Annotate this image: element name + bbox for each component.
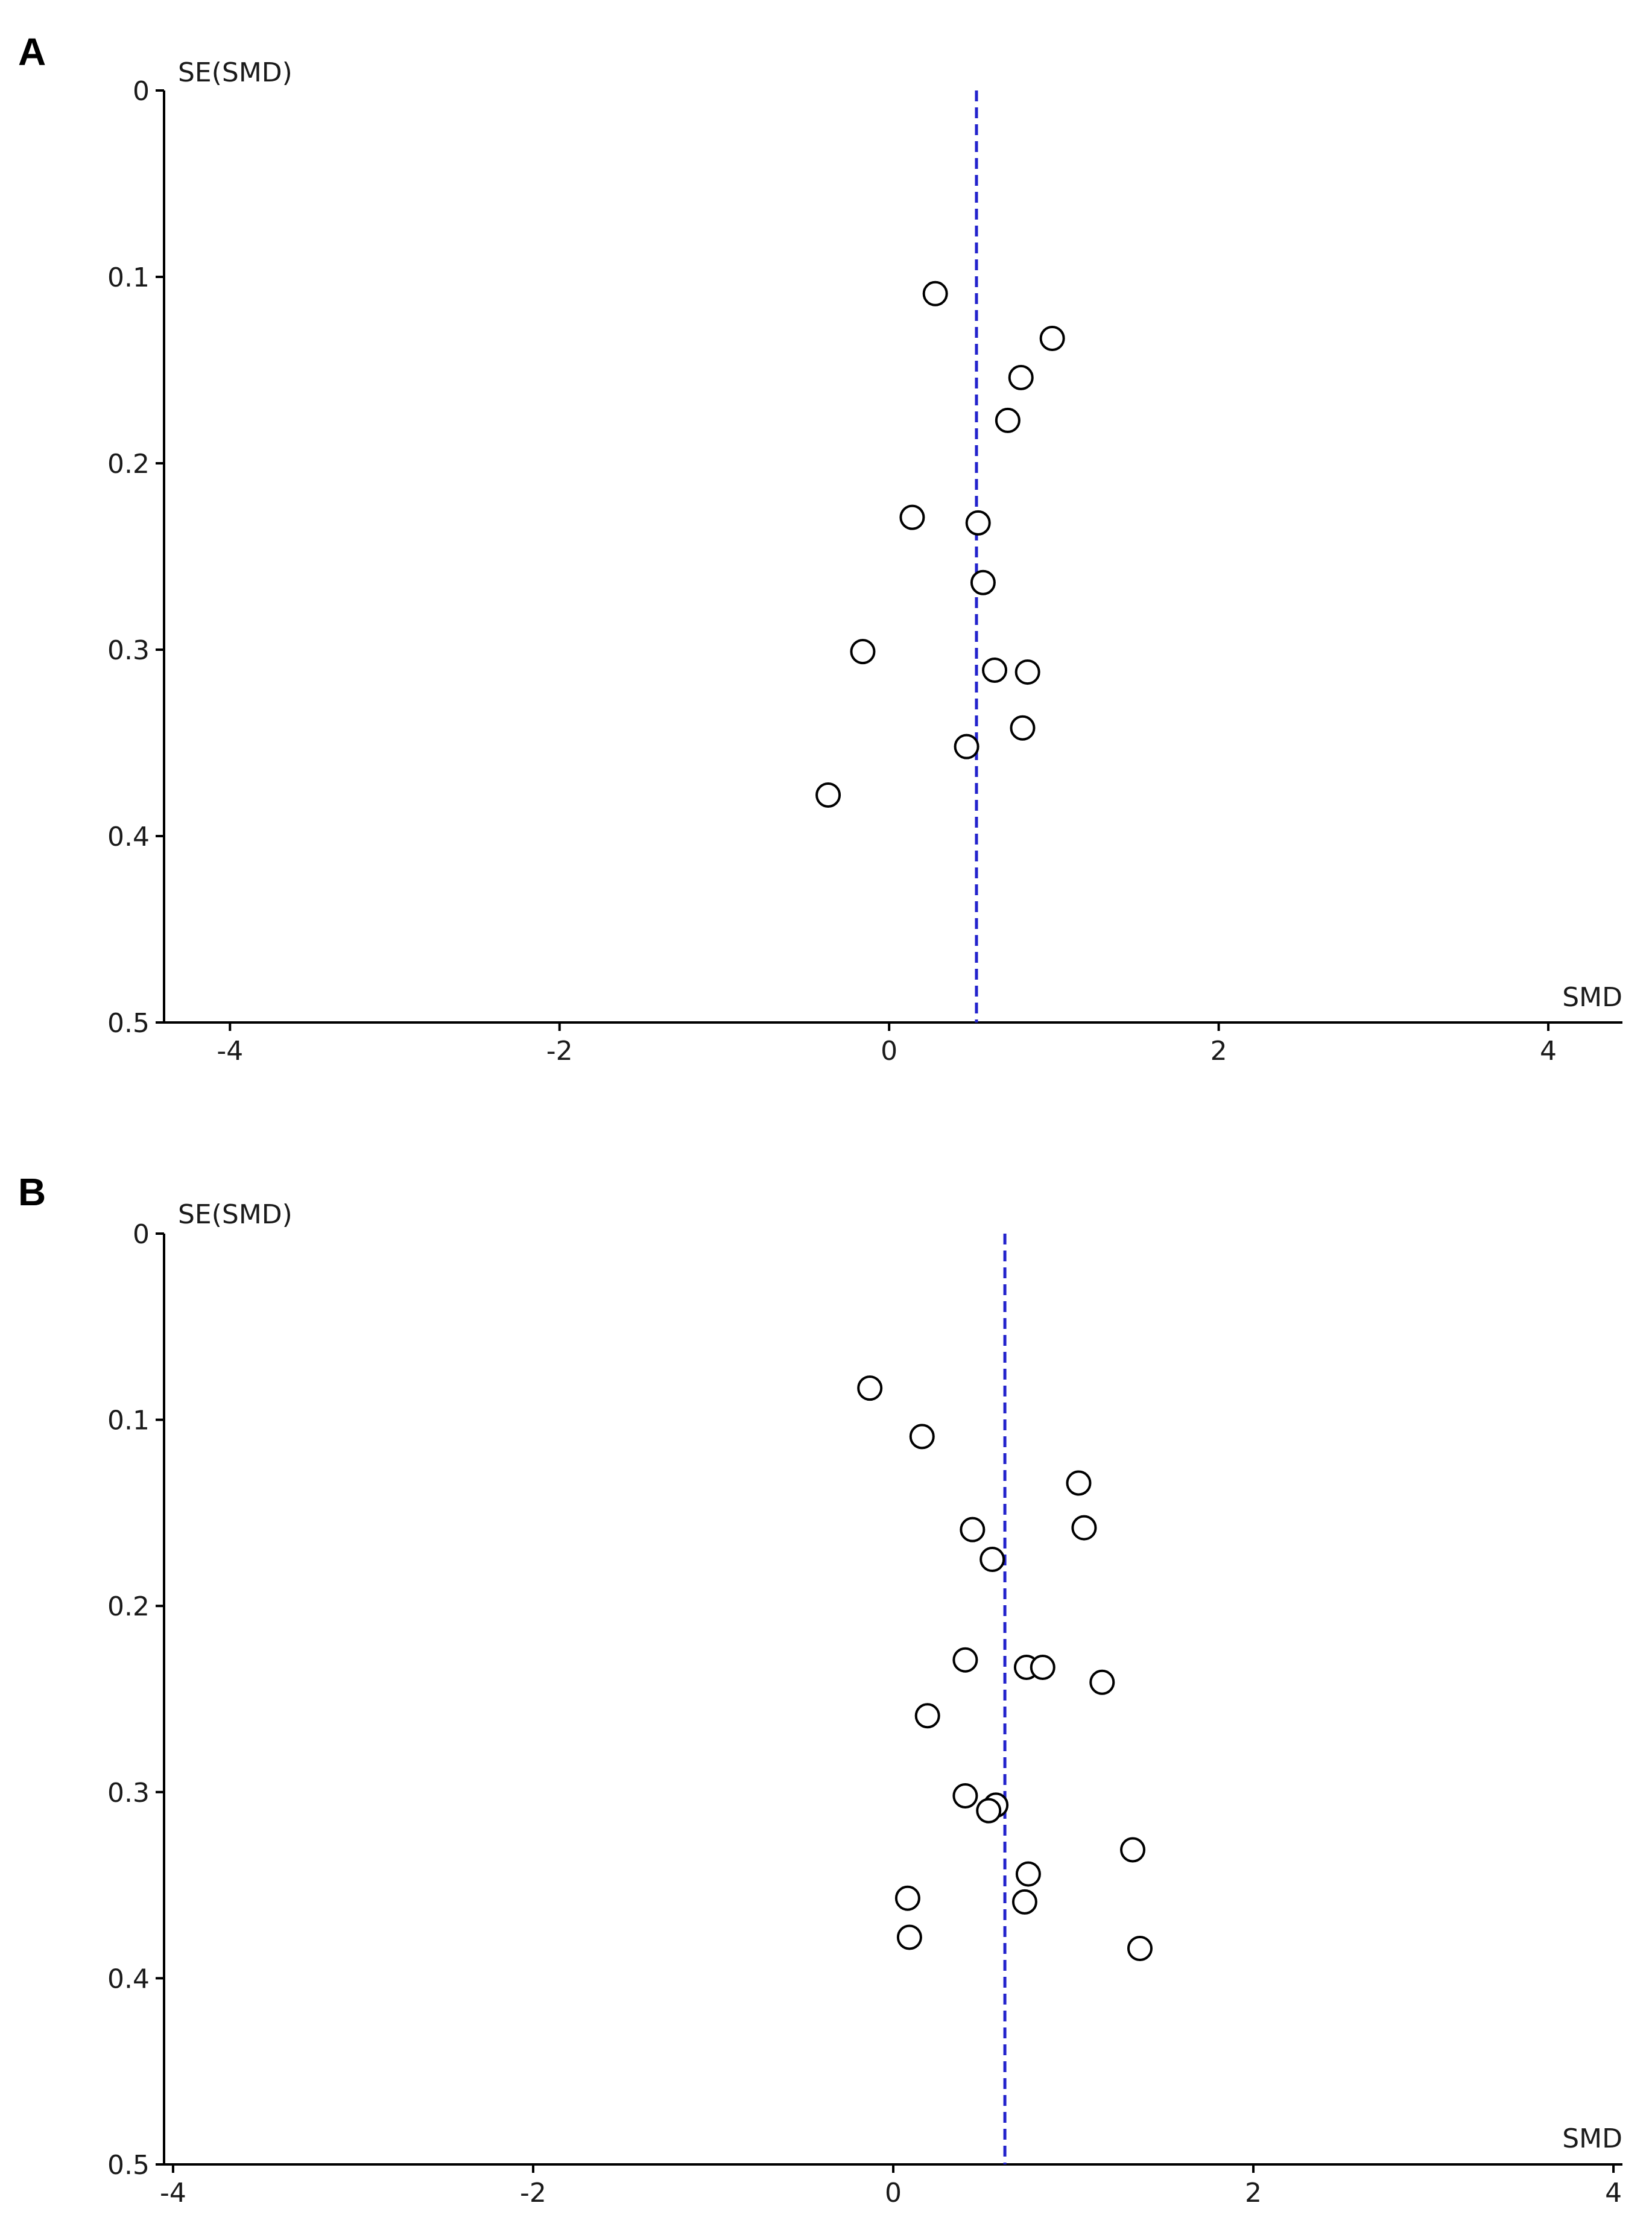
panel-a-study-point-12 [954,734,979,759]
panel-b-y-tick-label-0: 0 [133,1219,150,1250]
panel-b-study-point-15 [1120,1837,1146,1863]
panel-a-study-point-10 [1014,659,1040,685]
panel-a-letter: A [18,30,46,74]
panel-a-x-tick-label-2: 2 [1211,1036,1227,1067]
panel-a-study-point-11 [1010,715,1036,741]
panel-b-y-tick-label-0-4: 0.4 [107,1964,150,1994]
panel-a-study-point-5 [899,504,925,530]
panel-b-study-points [857,1375,1153,1962]
panel-a-study-point-7 [970,569,996,595]
panel-b-study-point-3 [1066,1470,1092,1496]
panel-b-x-tick-label-4: 4 [1605,2178,1622,2208]
panel-a-study-point-2 [1039,325,1065,351]
panel-b-study-point-11 [914,1703,940,1729]
panel-a-y-tick-label-0-3: 0.3 [107,635,150,666]
panel-a-y-axis-title: SE(SMD) [178,57,293,88]
panel-b-study-point-1 [857,1375,883,1401]
panel-b-study-point-6 [979,1547,1005,1573]
panel-b-y-tick-label-0-3: 0.3 [107,1778,150,1808]
panel-a-study-points [815,281,1065,808]
panel-a-x-tick-label-neg2: -2 [546,1036,573,1067]
panel-b-y-tick-label-0-2: 0.2 [107,1591,150,1622]
panel-b-study-point-12 [952,1783,978,1808]
panel-a-study-point-8 [850,639,876,665]
panel-b-study-point-17 [894,1885,920,1911]
panel-a-x-tick-label-0: 0 [881,1036,897,1067]
panel-a-x-axis-title: SMD [1562,982,1622,1013]
panel-a-y-tick-label-0: 0 [133,76,150,107]
panel-a-study-point-1 [922,281,948,306]
panel-b-x-tick-label-2: 2 [1245,2178,1262,2208]
panel-a: A SE(SMD) SMD 0 0.1 0.2 0.3 0.4 0.5 [18,30,1622,1067]
panel-a-study-point-13 [815,782,841,808]
panel-b-study-point-7 [952,1647,978,1673]
panel-a-study-point-9 [982,657,1008,683]
panel-a-y-tick-label-0-2: 0.2 [107,449,150,480]
panel-b-study-point-18 [1011,1889,1037,1915]
panel-a-study-point-3 [1008,364,1034,390]
panel-b: B SE(SMD) SMD 0 0.1 0.2 0.3 0.4 0.5 [18,1170,1622,2208]
panel-b-letter: B [18,1170,46,1214]
panel-b-y-axis-title: SE(SMD) [178,1199,293,1230]
panel-b-y-tick-label-0-1: 0.1 [107,1406,150,1436]
panel-a-y-tick-label-0-5: 0.5 [107,1008,150,1039]
panel-b-study-point-2 [909,1424,935,1450]
panel-a-y-tick-label-0-1: 0.1 [107,262,150,293]
panel-b-y-tick-label-0-5: 0.5 [107,2150,150,2181]
panel-b-study-point-10 [1089,1669,1115,1695]
panel-a-study-point-4 [995,407,1021,433]
panel-b-study-point-19 [896,1924,922,1950]
panel-a-study-point-6 [965,510,991,536]
panel-b-x-axis-title: SMD [1562,2123,1622,2154]
panel-b-study-point-16 [1015,1861,1041,1887]
panel-b-study-point-20 [1127,1936,1153,1962]
panel-a-x-tick-label-4: 4 [1540,1036,1557,1067]
panel-b-study-point-14 [976,1798,1002,1824]
panel-a-x-tick-label-neg4: -4 [217,1036,243,1067]
panel-b-x-tick-label-0: 0 [885,2178,902,2208]
panel-b-study-point-4 [960,1517,986,1542]
panel-b-study-point-9 [1030,1655,1055,1681]
panel-b-x-tick-label-neg2: -2 [520,2178,546,2208]
panel-b-study-point-5 [1071,1515,1097,1541]
panel-a-y-tick-label-0-4: 0.4 [107,822,150,852]
panel-b-x-tick-label-neg4: -4 [160,2178,186,2208]
